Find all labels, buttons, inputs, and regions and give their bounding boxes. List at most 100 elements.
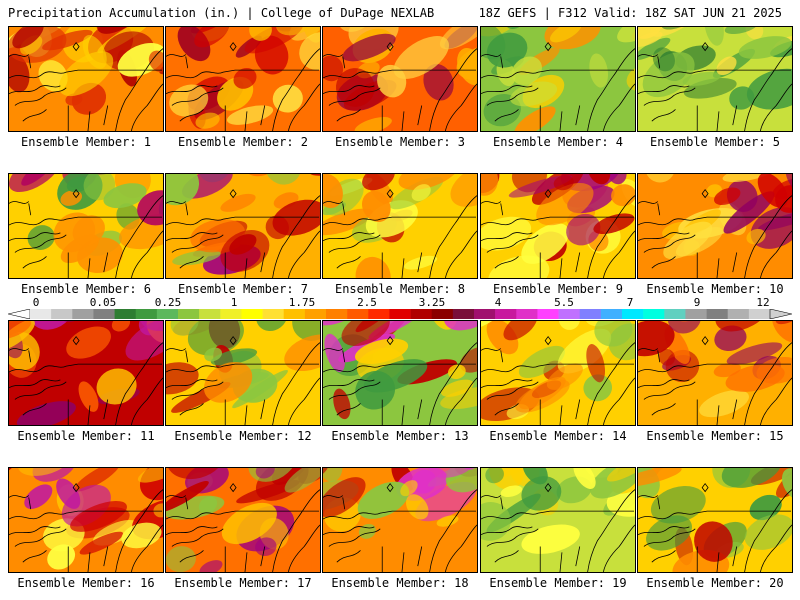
ensemble-member-label: Ensemble Member: 3 bbox=[334, 135, 466, 149]
colorbar-tick-label: 5.5 bbox=[554, 296, 574, 309]
map-outline bbox=[638, 489, 792, 572]
colorbar-swatch bbox=[389, 309, 411, 319]
precip-field bbox=[166, 174, 320, 278]
ensemble-member-map bbox=[637, 173, 793, 279]
station-marker-icon bbox=[386, 42, 394, 52]
map-outline bbox=[323, 48, 477, 131]
colorbar-tick-label: 3.25 bbox=[418, 296, 446, 309]
ensemble-member-map bbox=[637, 320, 793, 426]
ensemble-member-label: Ensemble Member: 13 bbox=[331, 429, 469, 443]
header: Precipitation Accumulation (in.) | Colle… bbox=[0, 0, 800, 24]
ensemble-member-label: Ensemble Member: 10 bbox=[646, 282, 784, 296]
ensemble-member-map bbox=[322, 320, 478, 426]
colorbar-swatch bbox=[410, 309, 433, 319]
map-outline bbox=[166, 195, 320, 278]
precip-field bbox=[323, 468, 477, 572]
precip-colorbar: 0 0.05 0.25 1 1.75 2.5 3.25 4 5.5 7 9 12 bbox=[8, 296, 792, 320]
colorbar-min-arrow bbox=[8, 309, 31, 319]
ensemble-member-map bbox=[637, 467, 793, 573]
colorbar-scale bbox=[8, 309, 792, 319]
station-marker-icon bbox=[544, 336, 552, 346]
station-marker-icon bbox=[701, 189, 709, 199]
precip-field bbox=[638, 321, 792, 425]
ensemble-member-label: Ensemble Member: 12 bbox=[174, 429, 312, 443]
map-outline bbox=[638, 342, 792, 425]
precip-field bbox=[323, 174, 477, 278]
colorbar-swatch bbox=[643, 309, 665, 319]
ensemble-member-label: Ensemble Member: 5 bbox=[649, 135, 781, 149]
ensemble-member-label: Ensemble Member: 1 bbox=[20, 135, 152, 149]
station-marker-icon bbox=[229, 189, 237, 199]
map-outline bbox=[9, 195, 163, 278]
colorbar-tick-label: 0.25 bbox=[154, 296, 182, 309]
map-outline bbox=[9, 48, 163, 131]
colorbar-swatch bbox=[600, 309, 623, 319]
station-marker-icon bbox=[72, 483, 80, 493]
precip-field bbox=[9, 468, 163, 572]
ensemble-member-label: Ensemble Member: 17 bbox=[174, 576, 312, 590]
precip-field bbox=[638, 174, 792, 278]
colorbar-swatch bbox=[51, 309, 73, 319]
colorbar-swatch bbox=[431, 309, 454, 319]
map-outline bbox=[9, 342, 163, 425]
colorbar-tick-label: 7 bbox=[626, 296, 634, 309]
precip-field bbox=[481, 321, 635, 425]
ensemble-member-map bbox=[8, 467, 164, 573]
map-outline bbox=[481, 48, 635, 131]
colorbar-swatch bbox=[220, 309, 242, 319]
precip-field bbox=[481, 174, 635, 278]
station-marker-icon bbox=[72, 42, 80, 52]
colorbar-tick-label: 4 bbox=[494, 296, 502, 309]
map-outline bbox=[323, 342, 477, 425]
precip-field bbox=[481, 27, 635, 131]
ensemble-member-map bbox=[165, 320, 321, 426]
ensemble-member-map bbox=[8, 173, 164, 279]
station-marker-icon bbox=[544, 189, 552, 199]
ensemble-member-map bbox=[637, 26, 793, 132]
colorbar-swatch bbox=[664, 309, 686, 319]
colorbar-swatch bbox=[283, 309, 306, 319]
precip-field bbox=[323, 321, 477, 425]
station-marker-icon bbox=[544, 483, 552, 493]
colorbar-swatch bbox=[579, 309, 602, 319]
colorbar-swatch bbox=[178, 309, 200, 319]
colorbar-swatch bbox=[516, 309, 538, 319]
map-outline bbox=[481, 342, 635, 425]
colorbar-swatch bbox=[135, 309, 158, 319]
ensemble-member-label: Ensemble Member: 20 bbox=[646, 576, 784, 590]
colorbar-max-arrow bbox=[769, 309, 792, 319]
map-outline bbox=[481, 195, 635, 278]
colorbar-swatch bbox=[347, 309, 369, 319]
ensemble-member-label: Ensemble Member: 7 bbox=[177, 282, 309, 296]
map-outline bbox=[323, 489, 477, 572]
ensemble-member-map bbox=[322, 173, 478, 279]
colorbar-swatch bbox=[30, 309, 52, 319]
ensemble-member-map bbox=[8, 26, 164, 132]
precip-field bbox=[638, 27, 792, 131]
colorbar-swatch bbox=[452, 309, 475, 319]
ensemble-member-map bbox=[480, 320, 636, 426]
precip-field bbox=[9, 321, 163, 425]
station-marker-icon bbox=[544, 42, 552, 52]
map-outline bbox=[323, 195, 477, 278]
colorbar-tick-label: 12 bbox=[756, 296, 770, 309]
ensemble-member-label: Ensemble Member: 4 bbox=[492, 135, 624, 149]
colorbar-swatch bbox=[72, 309, 94, 319]
station-marker-icon bbox=[386, 336, 394, 346]
run-valid-time: 18Z GEFS | F312 Valid: 18Z SAT JUN 21 20… bbox=[478, 6, 782, 20]
precip-field bbox=[166, 27, 320, 131]
map-outline bbox=[9, 489, 163, 572]
ensemble-member-label: Ensemble Member: 2 bbox=[177, 135, 309, 149]
station-marker-icon bbox=[701, 483, 709, 493]
colorbar-swatch bbox=[304, 309, 327, 319]
ensemble-member-label: Ensemble Member: 6 bbox=[20, 282, 152, 296]
precip-field bbox=[481, 468, 635, 572]
colorbar-tick-label: 2.5 bbox=[357, 296, 377, 309]
map-outline bbox=[166, 489, 320, 572]
colorbar-tick-label: 0.05 bbox=[89, 296, 117, 309]
colorbar-swatch bbox=[326, 309, 348, 319]
ensemble-member-map bbox=[322, 26, 478, 132]
ensemble-member-map bbox=[480, 173, 636, 279]
colorbar-swatch bbox=[727, 309, 750, 319]
ensemble-member-map bbox=[322, 467, 478, 573]
